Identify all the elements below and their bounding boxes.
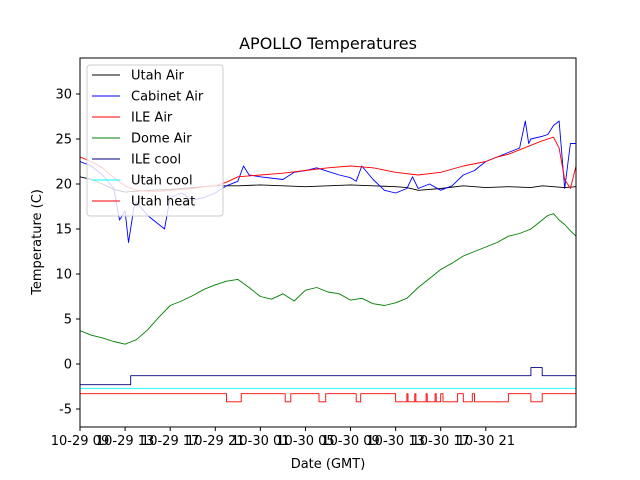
plot-frame	[79, 57, 577, 428]
legend-label-ile-air: ILE Air	[131, 111, 173, 126]
legend-label-utah-cool: Utah cool	[131, 174, 193, 189]
legend: Utah Air Cabinet Air ILE Air Dome Air ILE co…	[86, 64, 224, 217]
x-tick-label: 10-30 21	[457, 434, 515, 449]
series-line-dome-air	[80, 213, 576, 345]
x-tick-label: 10-30 17	[412, 434, 470, 449]
legend-label-cabinet-air: Cabinet Air	[131, 90, 204, 105]
y-axis-label: Temperature (C)	[30, 189, 45, 296]
x-tick-label: 10-30 01	[231, 434, 289, 449]
legend-label-ile-cool: ILE cool	[131, 153, 181, 168]
series-line-ile-cool	[80, 367, 576, 386]
legend-label-utah-heat: Utah heat	[131, 195, 195, 210]
x-axis-label: Date (GMT)	[291, 457, 366, 472]
y-tick-label: 25	[55, 133, 72, 148]
series-line-utah-heat	[80, 393, 576, 403]
y-tick-label: -5	[59, 403, 72, 418]
chart-title: APOLLO Temperatures	[239, 34, 417, 53]
x-tick-label: 10-30 05	[276, 434, 334, 449]
y-tick-label: 10	[55, 268, 72, 283]
legend-label-utah-air: Utah Air	[131, 69, 184, 84]
x-tick-label: 10-29 21	[186, 434, 244, 449]
x-tick-label: 10-30 13	[366, 434, 424, 449]
y-tick-label: 15	[55, 223, 72, 238]
x-tick-label: 10-29 13	[96, 434, 154, 449]
y-tick-label: 30	[55, 88, 72, 103]
x-tick-label: 10-29 09	[51, 434, 109, 449]
series-line-cabinet-air	[80, 120, 576, 243]
legend-box	[86, 64, 224, 217]
legend-label-dome-air: Dome Air	[131, 132, 192, 147]
y-tick-label: 0	[64, 358, 72, 373]
y-tick-label: 5	[64, 313, 72, 328]
x-tick-label: 10-29 17	[141, 434, 199, 449]
x-tick-label: 10-30 09	[321, 434, 379, 449]
y-tick-label: 20	[55, 178, 72, 193]
